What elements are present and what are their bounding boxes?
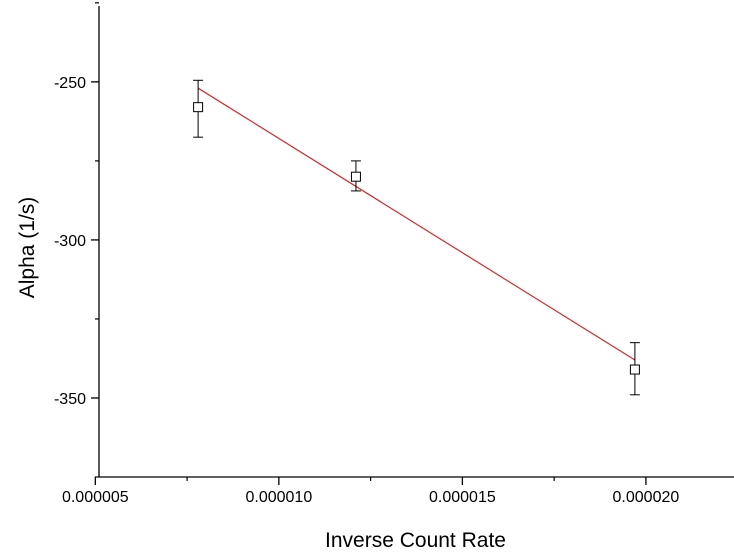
y-tick-label: -350 <box>54 391 86 408</box>
data-point-1 <box>193 79 204 138</box>
data-point-3 <box>629 342 640 396</box>
y-tick-label: -250 <box>54 75 86 92</box>
fit-line <box>197 87 636 361</box>
plot-content <box>193 79 640 396</box>
ticks <box>91 2 647 485</box>
x-tick-label: 0.000020 <box>613 489 680 506</box>
x-axis-title: Inverse Count Rate <box>325 529 506 552</box>
x-tick-label: 0.000015 <box>429 489 496 506</box>
y-tick-label: -300 <box>54 233 86 250</box>
square-marker <box>350 171 361 182</box>
x-tick-label: 0.000010 <box>245 489 312 506</box>
y-axis-title: Alpha (1/s) <box>16 197 39 299</box>
axes <box>98 6 734 478</box>
square-marker <box>629 364 640 375</box>
data-point-2 <box>350 160 361 192</box>
x-tick-label: 0.000005 <box>62 489 129 506</box>
tick-labels: -250 -300 -350 0.000005 0.000010 0.000015 0.00… <box>54 75 679 506</box>
square-marker <box>193 102 204 113</box>
